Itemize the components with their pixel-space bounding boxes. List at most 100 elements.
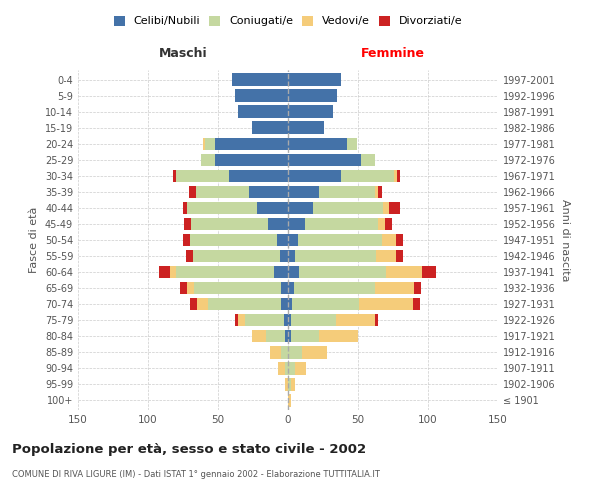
Text: Popolazione per età, sesso e stato civile - 2002: Popolazione per età, sesso e stato civil… xyxy=(12,442,366,456)
Bar xyxy=(193,250,280,262)
Bar xyxy=(299,266,386,278)
Bar xyxy=(251,330,266,342)
Bar xyxy=(183,234,190,246)
Bar xyxy=(229,170,288,182)
Bar xyxy=(397,170,400,182)
Bar xyxy=(268,218,288,230)
Bar xyxy=(190,234,277,246)
Bar xyxy=(187,282,194,294)
Bar xyxy=(288,250,295,262)
Text: COMUNE DI RIVA LIGURE (IM) - Dati ISTAT 1° gennaio 2002 - Elaborazione TUTTITALI: COMUNE DI RIVA LIGURE (IM) - Dati ISTAT … xyxy=(12,470,380,479)
Bar xyxy=(389,202,400,214)
Bar xyxy=(375,314,377,326)
Bar xyxy=(285,330,288,342)
Bar xyxy=(305,218,377,230)
Text: Maschi: Maschi xyxy=(158,48,208,60)
Bar xyxy=(288,330,291,342)
Bar xyxy=(375,186,377,198)
Bar xyxy=(184,218,191,230)
Bar xyxy=(288,346,302,358)
Bar xyxy=(413,298,419,310)
Bar xyxy=(291,314,335,326)
Bar xyxy=(414,282,421,294)
Bar xyxy=(288,234,298,246)
Bar xyxy=(319,186,375,198)
Bar xyxy=(361,154,375,166)
Bar xyxy=(249,186,288,198)
Bar xyxy=(238,106,288,118)
Bar xyxy=(188,186,196,198)
Bar xyxy=(288,186,319,198)
Bar xyxy=(186,250,193,262)
Bar xyxy=(173,170,176,182)
Bar xyxy=(190,298,197,310)
Bar xyxy=(288,202,313,214)
Bar xyxy=(191,218,268,230)
Bar xyxy=(208,298,281,310)
Bar xyxy=(298,234,382,246)
Bar xyxy=(288,218,305,230)
Bar xyxy=(292,298,359,310)
Bar xyxy=(257,202,288,214)
Bar xyxy=(383,202,389,214)
Bar xyxy=(394,170,397,182)
Bar xyxy=(422,266,436,278)
Bar xyxy=(295,362,306,374)
Bar xyxy=(238,314,245,326)
Bar xyxy=(205,138,215,150)
Text: Femmine: Femmine xyxy=(361,48,425,60)
Bar xyxy=(274,266,288,278)
Bar xyxy=(201,154,215,166)
Bar xyxy=(196,186,249,198)
Bar xyxy=(232,74,288,86)
Bar xyxy=(284,314,288,326)
Bar xyxy=(302,346,327,358)
Bar xyxy=(293,282,375,294)
Bar xyxy=(159,266,170,278)
Y-axis label: Fasce di età: Fasce di età xyxy=(29,207,39,273)
Legend: Celibi/Nubili, Coniugati/e, Vedovi/e, Divorziati/e: Celibi/Nubili, Coniugati/e, Vedovi/e, Di… xyxy=(113,16,463,26)
Bar xyxy=(319,330,358,342)
Bar xyxy=(396,250,403,262)
Bar xyxy=(203,138,205,150)
Bar xyxy=(176,170,229,182)
Bar xyxy=(288,154,361,166)
Bar xyxy=(295,250,376,262)
Bar xyxy=(375,282,414,294)
Bar xyxy=(285,378,288,390)
Bar xyxy=(288,106,333,118)
Bar xyxy=(170,266,176,278)
Bar xyxy=(291,330,319,342)
Bar xyxy=(288,90,337,102)
Bar xyxy=(288,314,291,326)
Bar xyxy=(359,298,413,310)
Bar xyxy=(183,202,187,214)
Bar xyxy=(377,186,382,198)
Bar xyxy=(281,282,288,294)
Bar xyxy=(382,234,396,246)
Bar xyxy=(385,218,392,230)
Bar xyxy=(278,362,285,374)
Bar xyxy=(277,234,288,246)
Bar xyxy=(288,74,341,86)
Bar xyxy=(285,362,288,374)
Bar xyxy=(245,314,284,326)
Bar xyxy=(288,378,291,390)
Bar xyxy=(281,346,288,358)
Bar xyxy=(396,234,403,246)
Bar xyxy=(288,266,299,278)
Bar xyxy=(376,250,396,262)
Bar xyxy=(281,298,288,310)
Bar xyxy=(197,298,208,310)
Bar xyxy=(291,378,295,390)
Bar xyxy=(235,314,238,326)
Bar xyxy=(251,122,288,134)
Bar xyxy=(386,266,422,278)
Bar xyxy=(288,298,292,310)
Bar xyxy=(187,202,257,214)
Bar xyxy=(377,218,385,230)
Bar xyxy=(288,170,341,182)
Bar xyxy=(341,170,394,182)
Bar xyxy=(313,202,383,214)
Bar xyxy=(288,138,347,150)
